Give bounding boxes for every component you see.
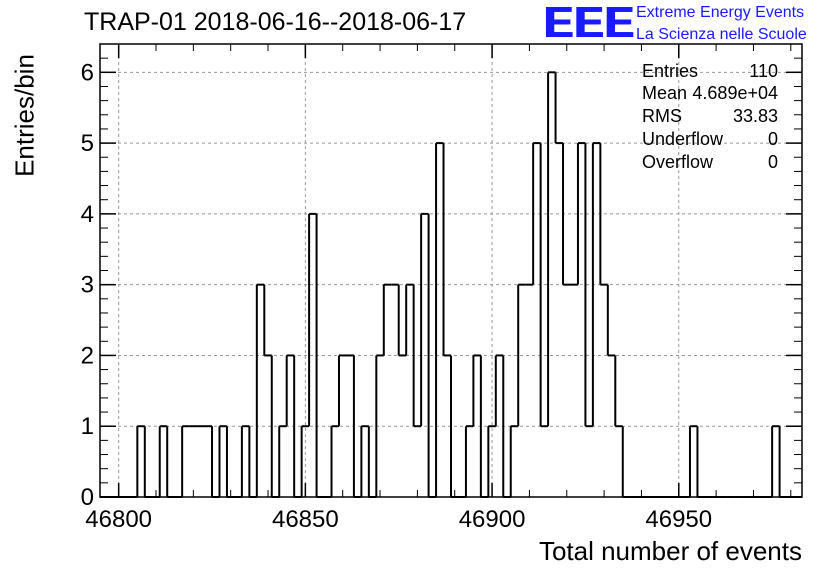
stats-value: 0: [767, 152, 778, 172]
x-axis-label: Total number of events: [538, 536, 802, 566]
stats-key: Overflow: [642, 152, 714, 172]
x-tick-label: 46800: [85, 506, 152, 533]
stats-key: Underflow: [642, 129, 724, 149]
x-tick-label: 46900: [459, 506, 526, 533]
stats-row-overflow: Overflow 0: [642, 152, 778, 174]
stats-value: 33.83: [732, 106, 778, 126]
y-tick-label: 5: [81, 130, 94, 157]
stats-value: 110: [749, 61, 778, 81]
axis-tick-labels: 0 1 2 3 4 5 6 46800 46850 46900 46950: [81, 59, 713, 533]
stats-key: Entries: [642, 61, 699, 81]
chart-title: TRAP-01 2018-06-16--2018-06-17: [84, 8, 467, 36]
stats-row-underflow: Underflow 0: [642, 129, 778, 151]
stats-row-entries: Entries 110: [642, 61, 778, 83]
y-tick-label: 4: [81, 201, 94, 228]
eee-logo: EEE: [543, 0, 635, 47]
stats-key: Mean: [642, 83, 688, 103]
y-tick-label: 3: [81, 272, 94, 299]
stats-row-mean: Mean 4.689e+04: [642, 83, 778, 105]
stats-key: RMS: [642, 106, 682, 126]
x-tick-label: 46950: [645, 506, 712, 533]
axis-ticks: [100, 44, 802, 498]
y-tick-label: 0: [81, 484, 94, 511]
y-tick-label: 6: [81, 59, 94, 86]
x-tick-label: 46850: [272, 506, 339, 533]
stats-value: 4.689e+04: [692, 83, 778, 103]
stats-value: 0: [767, 129, 778, 149]
logo-line-2: La Scienza nelle Scuole: [636, 26, 807, 43]
logo-line-1: Extreme Energy Events: [636, 4, 805, 21]
y-tick-label: 1: [81, 413, 94, 440]
grid-lines: [100, 44, 802, 497]
y-axis-label: Entries/bin: [9, 54, 40, 177]
y-tick-label: 2: [81, 342, 94, 369]
stats-row-rms: RMS 33.83: [642, 106, 778, 128]
